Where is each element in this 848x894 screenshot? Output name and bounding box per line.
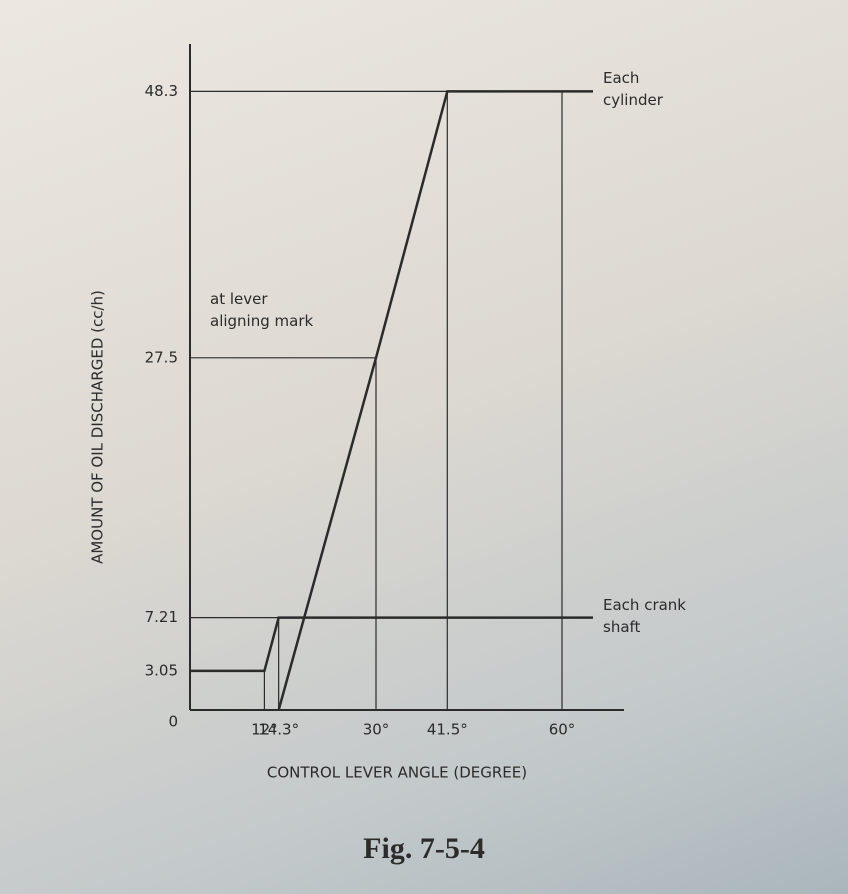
y-axis-label: AMOUNT OF OIL DISCHARGED (cc/h): [89, 290, 107, 564]
y-tick-label: 3.05: [145, 661, 178, 679]
y-tick-label: 0: [168, 713, 178, 731]
x-tick-label: 14.3°: [258, 721, 299, 739]
series-label: Each crank shaft: [603, 595, 686, 636]
series-label: Each cylinder: [603, 69, 663, 110]
chart-title: Fig. 7-5-4: [363, 832, 485, 865]
y-tick-label: 48.3: [145, 82, 178, 100]
annotation: at lever aligning mark: [210, 290, 314, 330]
x-tick-label: 12°: [251, 721, 278, 739]
y-tick-label: 7.21: [145, 608, 178, 626]
x-axis-label: CONTROL LEVER ANGLE (DEGREE): [267, 764, 527, 782]
x-tick-label: 30°: [363, 721, 390, 739]
x-tick-label: 60°: [549, 721, 576, 739]
x-tick-label: 41.5°: [427, 721, 468, 739]
series-line: [190, 616, 593, 673]
series-line: [277, 90, 593, 711]
y-tick-label: 27.5: [145, 348, 178, 366]
